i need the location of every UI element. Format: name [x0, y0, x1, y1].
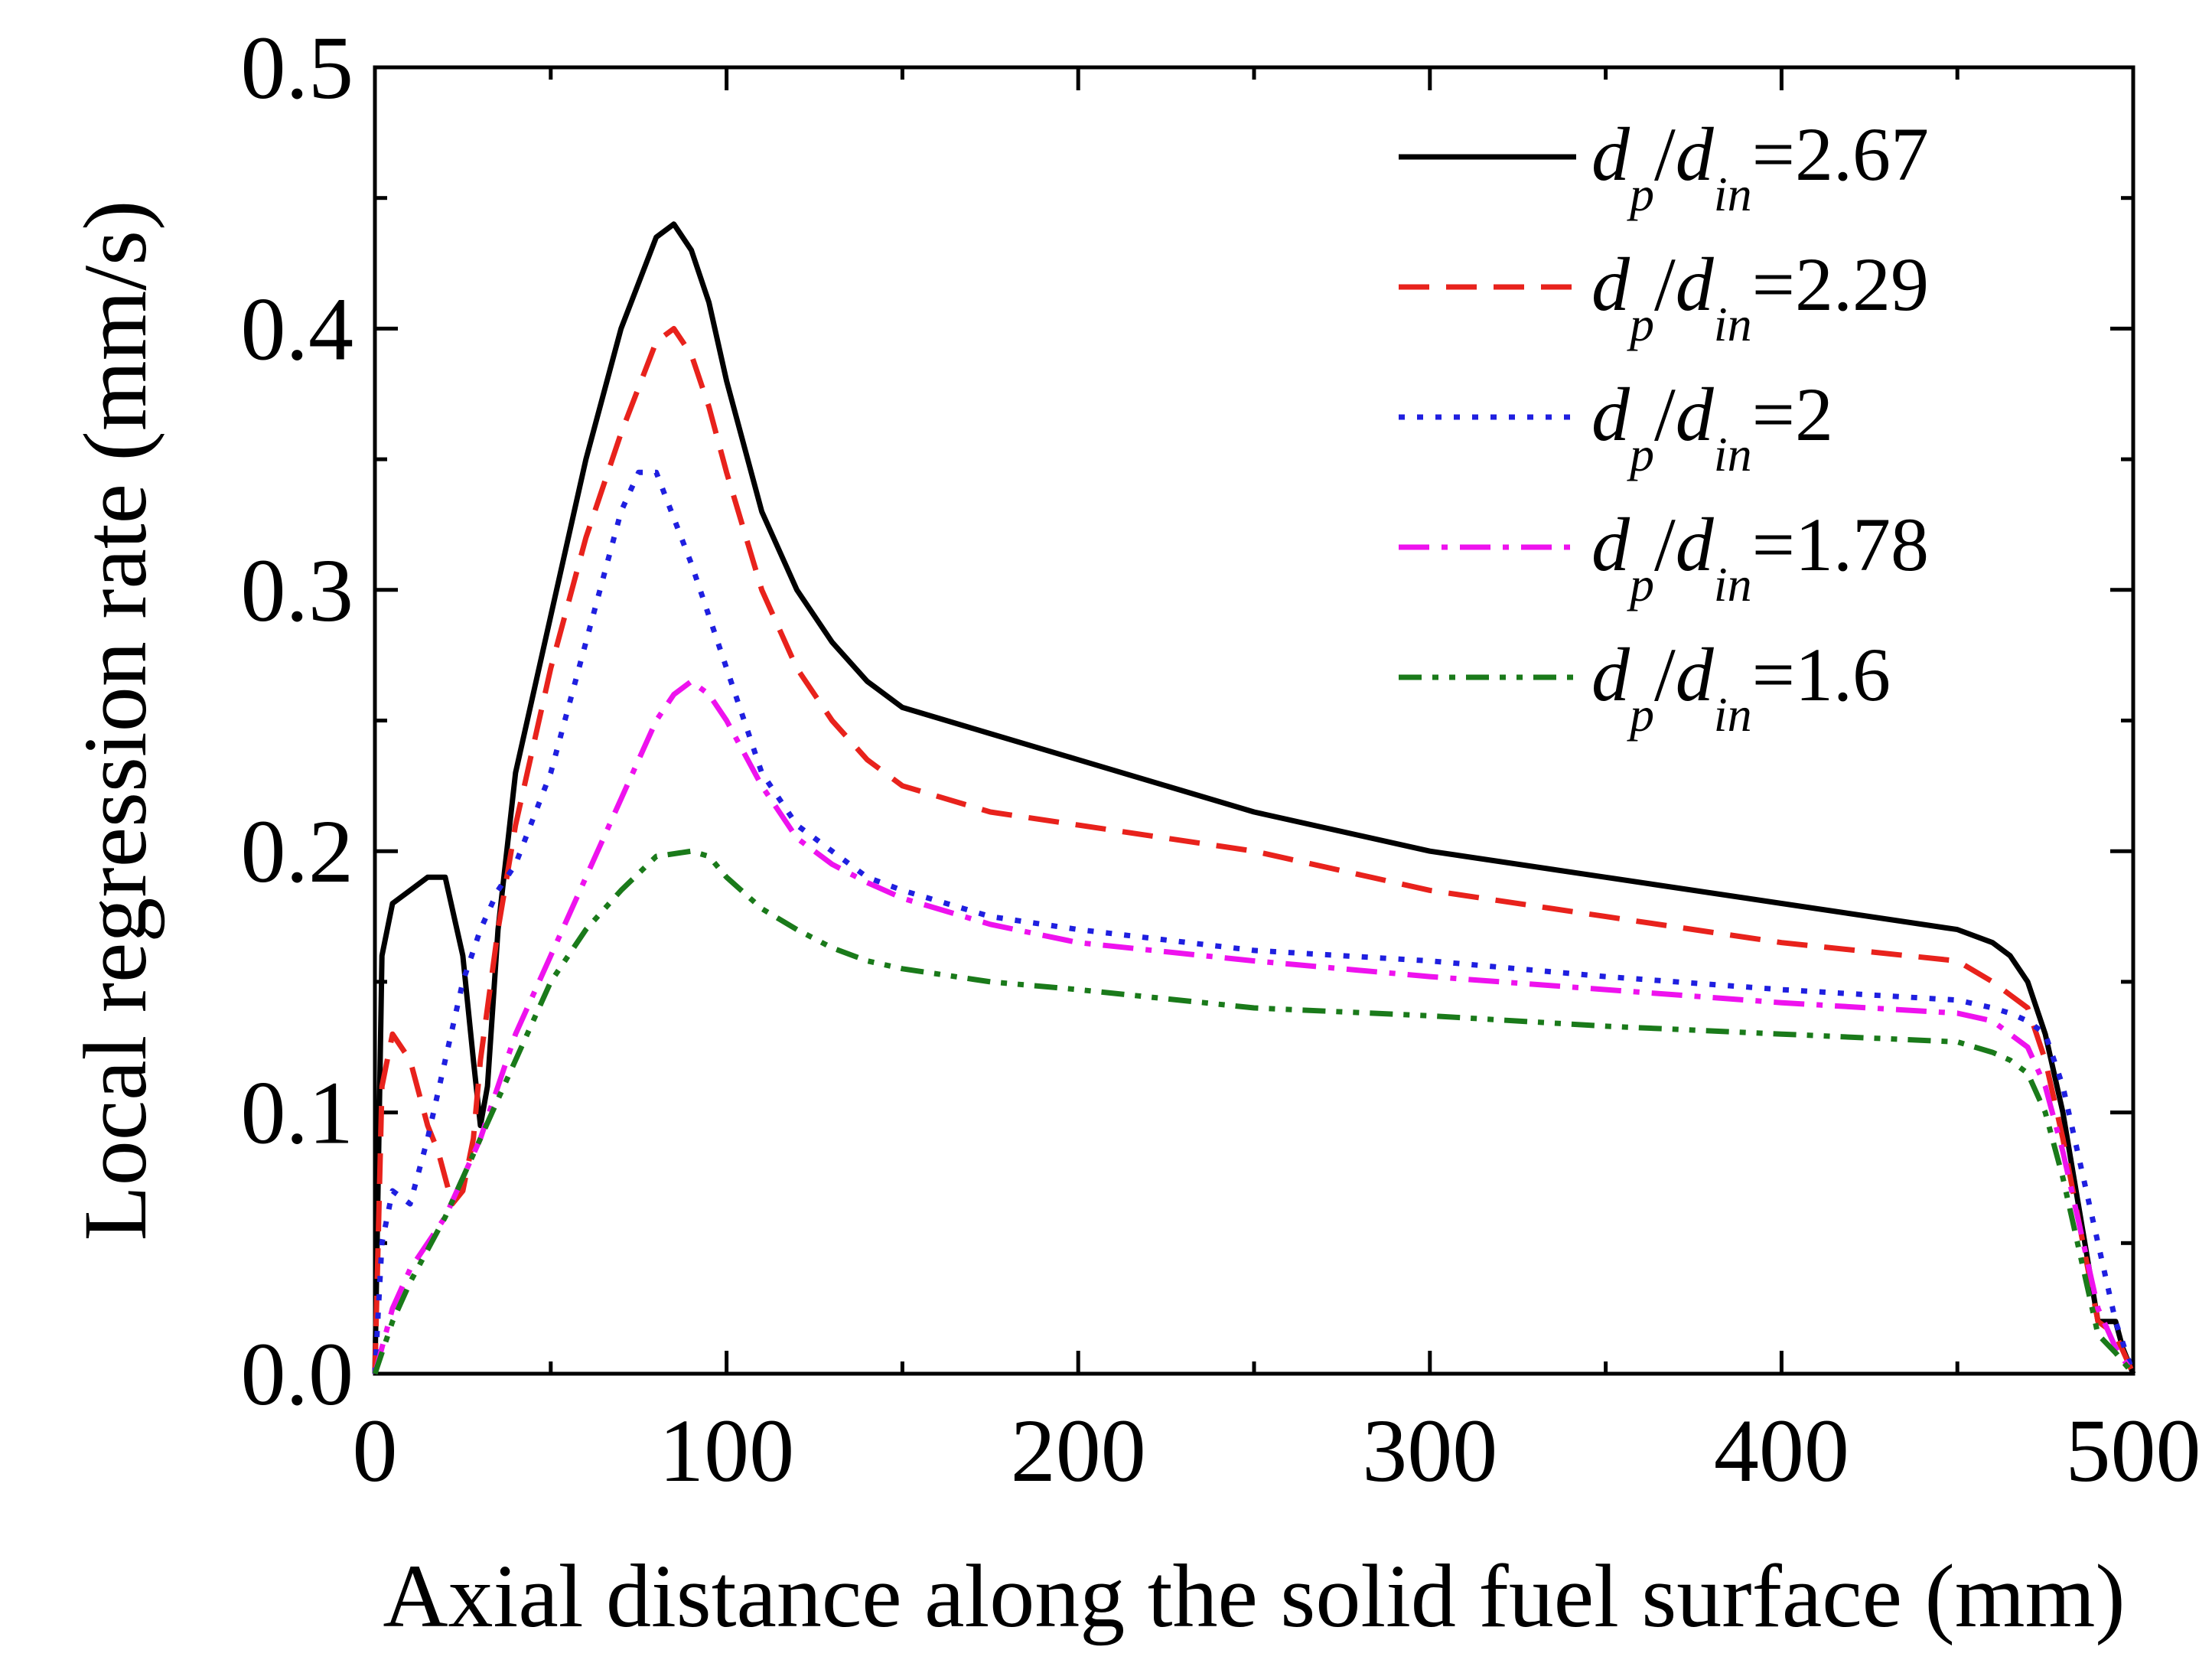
series-line-5 — [372, 848, 2135, 1376]
y-tick-label: 0.5 — [241, 18, 354, 118]
x-tick-label: 0 — [353, 1401, 398, 1501]
series-line-2 — [372, 325, 2136, 1375]
y-tick-label: 0.3 — [241, 540, 354, 641]
legend-item: dp/din=2 — [1399, 372, 1833, 481]
legend-label: dp/din=2.29 — [1591, 242, 1929, 351]
axis-ticks — [373, 65, 2135, 1376]
y-tick-label: 0.1 — [241, 1063, 354, 1163]
legend-label: dp/din=1.78 — [1591, 502, 1929, 611]
y-tick-label: 0.4 — [241, 279, 354, 379]
x-tick-label: 200 — [1011, 1401, 1146, 1501]
legend-item: dp/din=1.6 — [1399, 632, 1891, 742]
y-tick-label: 0.2 — [241, 801, 354, 902]
series-line-4 — [372, 678, 2135, 1375]
x-tick-label: 300 — [1362, 1401, 1497, 1501]
legend-item: dp/din=2.29 — [1399, 242, 1929, 351]
legend: dp/din=2.67 dp/din=2.29 dp/din=2 dp/din=1.7… — [1399, 112, 1929, 742]
legend-label: dp/din=2.67 — [1591, 112, 1929, 221]
x-axis-tick-labels: 0 100 200 300 400 500 — [353, 1401, 2201, 1501]
x-axis-title: Axial distance along the solid fuel surf… — [383, 1546, 2125, 1646]
y-axis-tick-labels: 0.0 0.1 0.2 0.3 0.4 0.5 — [241, 18, 354, 1424]
legend-label: dp/din=2 — [1591, 372, 1833, 481]
plot-area — [372, 65, 2136, 1376]
legend-label: dp/din=1.6 — [1591, 632, 1891, 742]
y-tick-label: 0.0 — [241, 1324, 354, 1424]
legend-item: dp/din=1.78 — [1399, 502, 1929, 611]
x-tick-label: 500 — [2066, 1401, 2201, 1501]
series-layer — [372, 221, 2136, 1376]
y-axis-title: Local regression rate (mm/s) — [65, 201, 165, 1241]
legend-item: dp/din=2.67 — [1399, 112, 1929, 221]
series-line-1 — [372, 221, 2136, 1375]
x-tick-label: 100 — [659, 1401, 794, 1501]
x-tick-label: 400 — [1714, 1401, 1849, 1501]
series-line-3 — [372, 469, 2136, 1375]
